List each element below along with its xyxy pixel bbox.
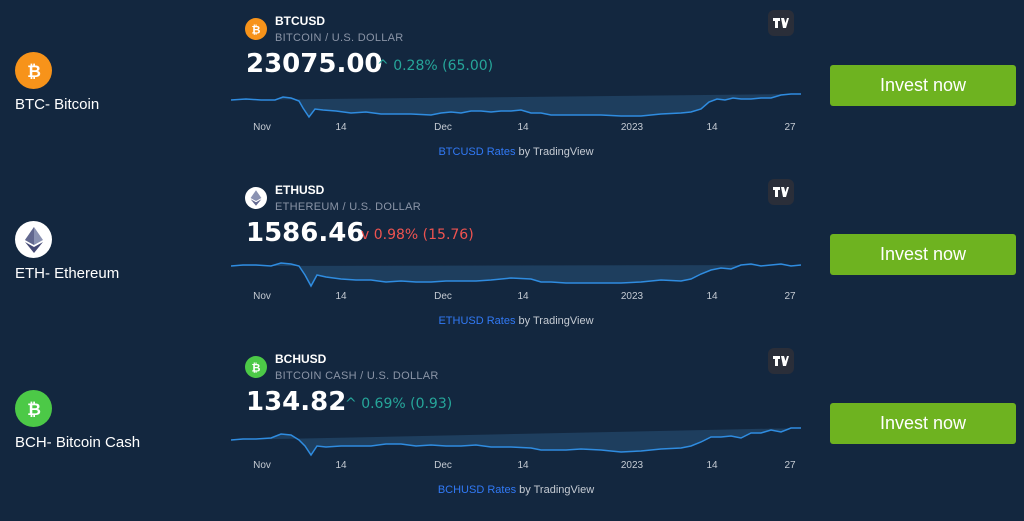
tradingview-logo-icon[interactable] — [768, 179, 794, 205]
svg-text:₿: ₿ — [252, 24, 261, 37]
attribution: ETHUSD Rates by TradingView — [231, 315, 801, 327]
mini-price-chart[interactable] — [231, 84, 801, 121]
invest-now-button[interactable]: Invest now — [830, 65, 1016, 106]
change-value: 0.28% (65.00) — [393, 58, 494, 74]
price-widget[interactable]: ₿ BTCUSD BITCOIN / U.S. DOLLAR 23075.00 … — [231, 10, 801, 183]
coin-label: BTC- Bitcoin — [15, 96, 100, 113]
axis-tick: Dec — [434, 460, 452, 471]
change-value: 0.69% (0.93) — [361, 396, 453, 412]
axis-tick: 14 — [335, 291, 347, 302]
axis-tick: 14 — [706, 122, 718, 133]
ethereum-icon — [15, 221, 52, 258]
price: 1586.46 — [246, 218, 365, 248]
axis-tick: Nov — [253, 460, 271, 471]
price: 134.82 — [246, 387, 347, 417]
rates-link[interactable]: BCHUSD Rates — [437, 484, 517, 496]
axis-tick: 2023 — [620, 122, 644, 133]
axis-tick: Dec — [434, 291, 452, 302]
bitcoin-cash-icon: ₿ — [15, 390, 52, 427]
change-value: 0.98% (15.76) — [373, 227, 474, 243]
price-change: ^ 0.28% (65.00) — [377, 58, 493, 74]
axis-tick: Nov — [253, 122, 271, 133]
axis-tick: 2023 — [620, 291, 644, 302]
invest-now-button[interactable]: Invest now — [830, 234, 1016, 275]
coin-label: BCH- Bitcoin Cash — [15, 434, 141, 451]
axis-tick: Dec — [434, 122, 452, 133]
rates-link[interactable]: BTCUSD Rates — [438, 146, 516, 158]
axis-tick: 27 — [784, 291, 796, 302]
price-widget[interactable]: ETHUSD ETHEREUM / U.S. DOLLAR 1586.46 v … — [231, 179, 801, 352]
symbol-description: ETHEREUM / U.S. DOLLAR — [275, 201, 421, 213]
axis-tick: 14 — [335, 122, 347, 133]
coin-row-eth: ETH- Ethereum ETHUSD ETHEREUM / U.S. DOL… — [0, 169, 1024, 338]
axis-tick: 27 — [784, 122, 796, 133]
axis-tick: 14 — [706, 460, 718, 471]
axis-tick: 27 — [784, 460, 796, 471]
ethereum-icon — [245, 187, 267, 209]
symbol[interactable]: ETHUSD — [275, 183, 325, 197]
axis-tick: 2023 — [620, 460, 644, 471]
bitcoin-icon: ₿ — [245, 18, 267, 40]
arrow-up-icon: ^ — [377, 58, 389, 74]
svg-text:₿: ₿ — [27, 62, 41, 82]
attribution: BCHUSD Rates by TradingView — [231, 484, 801, 496]
bitcoin-icon: ₿ — [15, 52, 52, 89]
attribution: BTCUSD Rates by TradingView — [231, 146, 801, 158]
tradingview-logo-icon[interactable] — [768, 348, 794, 374]
arrow-up-icon: ^ — [345, 396, 357, 412]
attribution-suffix: by TradingView — [516, 484, 595, 496]
arrow-down-icon: v — [361, 227, 370, 243]
svg-text:₿: ₿ — [252, 362, 261, 375]
rates-link[interactable]: ETHUSD Rates — [438, 315, 516, 327]
coin-row-bch: ₿ BCH- Bitcoin Cash ₿ BCHUSD BITCOIN CAS… — [0, 338, 1024, 507]
bitcoin-cash-icon: ₿ — [245, 356, 267, 378]
price-widget[interactable]: ₿ BCHUSD BITCOIN CASH / U.S. DOLLAR 134.… — [231, 348, 801, 521]
symbol[interactable]: BCHUSD — [275, 352, 327, 366]
axis-tick: 14 — [706, 291, 718, 302]
price: 23075.00 — [246, 49, 383, 79]
tradingview-logo-icon[interactable] — [768, 10, 794, 36]
mini-price-chart[interactable] — [231, 253, 801, 290]
price-change: v 0.98% (15.76) — [361, 227, 474, 243]
axis-tick: Nov — [253, 291, 271, 302]
mini-price-chart[interactable] — [231, 422, 801, 459]
symbol-description: BITCOIN CASH / U.S. DOLLAR — [275, 370, 439, 382]
axis-tick: 14 — [517, 291, 529, 302]
coin-label: ETH- Ethereum — [15, 265, 120, 282]
symbol[interactable]: BTCUSD — [275, 14, 325, 28]
axis-tick: 14 — [335, 460, 347, 471]
axis-tick: 14 — [517, 460, 529, 471]
price-change: ^ 0.69% (0.93) — [345, 396, 452, 412]
attribution-suffix: by TradingView — [515, 315, 594, 327]
symbol-description: BITCOIN / U.S. DOLLAR — [275, 32, 404, 44]
svg-text:₿: ₿ — [27, 400, 41, 420]
invest-now-button[interactable]: Invest now — [830, 403, 1016, 444]
attribution-suffix: by TradingView — [515, 146, 594, 158]
coin-row-btc: ₿ BTC- Bitcoin ₿ BTCUSD BITCOIN / U.S. D… — [0, 0, 1024, 169]
axis-tick: 14 — [517, 122, 529, 133]
